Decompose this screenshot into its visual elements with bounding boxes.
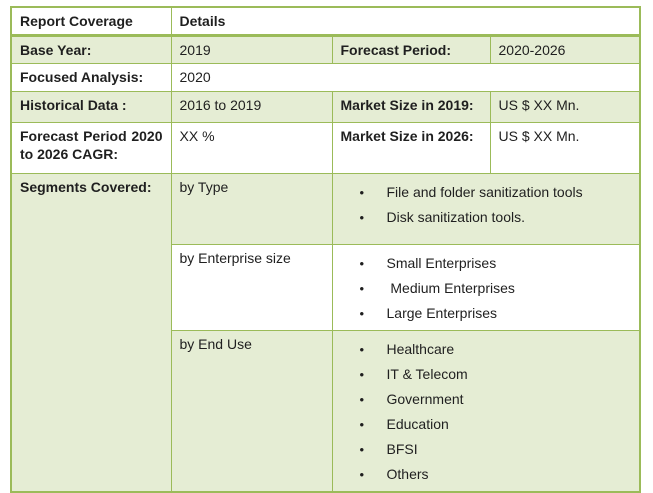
list-item-label: Education [386,415,449,432]
bullet-list: • Healthcare • IT & Telecom • Government… [341,337,632,487]
forecast-cagr-value: XX % [170,121,333,174]
list-item: • Others [360,462,632,487]
market-size-2019-label: Market Size in 2019: [331,90,491,123]
list-item: • Healthcare [360,337,632,362]
list-item-label: Healthcare [386,340,455,357]
list-item-label: Small Enterprises [386,254,497,271]
list-item: • Large Enterprises [360,301,632,326]
bullet-icon: • [359,441,365,457]
forecast-period-label: Forecast Period: [331,35,491,65]
report-coverage-table: Report Coverage Details Base Year: 2019 … [10,6,641,493]
list-item-label: Medium Enterprises [386,279,515,296]
list-item: • BFSI [360,437,632,462]
list-item-label: Others [386,465,429,482]
list-item-label: IT & Telecom [386,365,468,382]
bullet-icon: • [359,255,365,271]
header-report-coverage: Report Coverage [10,6,172,38]
forecast-cagr-label: Forecast Period 2020 to 2026 CAGR: [10,121,172,174]
segment-group-by-enterprise-size: by Enterprise size [170,243,333,331]
bullet-icon: • [359,209,365,225]
market-size-2026-value: US $ XX Mn. [489,121,641,174]
list-item: • Education [360,412,632,437]
bullet-icon: • [359,305,365,321]
bullet-icon: • [359,391,365,407]
segment-items-by-end-use: • Healthcare • IT & Telecom • Government… [331,329,641,493]
list-item: • Disk sanitization tools. [360,205,632,230]
list-item: • File and folder sanitization tools [360,180,632,205]
list-item-label: File and folder sanitization tools [386,183,583,200]
list-item-label: Government [386,390,464,407]
base-year-value: 2019 [170,35,333,65]
bullet-icon: • [359,366,365,382]
market-size-2019-value: US $ XX Mn. [489,90,641,123]
list-item-label: BFSI [386,440,418,457]
bullet-icon: • [359,416,365,432]
header-details: Details [170,6,641,38]
list-item: • Medium Enterprises [360,276,632,301]
list-item: • Small Enterprises [360,251,632,276]
segment-group-by-end-use: by End Use [170,329,333,493]
bullet-icon: • [359,280,365,296]
bullet-icon: • [359,184,365,200]
historical-data-value: 2016 to 2019 [170,90,333,123]
segments-covered-label: Segments Covered: [10,172,172,493]
bullet-icon: • [359,466,365,482]
historical-data-label: Historical Data : [10,90,172,123]
list-item: • IT & Telecom [360,362,632,387]
bullet-list: • Small Enterprises • Medium Enterprises… [341,251,632,326]
list-item: • Government [360,387,632,412]
focused-analysis-label: Focused Analysis: [10,63,172,92]
segment-items-by-enterprise-size: • Small Enterprises • Medium Enterprises… [331,243,641,331]
bullet-list: • File and folder sanitization tools • D… [341,180,632,230]
bullet-icon: • [359,341,365,357]
list-item-label: Disk sanitization tools. [386,208,526,225]
list-item-label: Large Enterprises [386,304,498,321]
base-year-label: Base Year: [10,35,172,65]
forecast-period-value: 2020-2026 [489,35,641,65]
market-size-2026-label: Market Size in 2026: [331,121,491,174]
segment-items-by-type: • File and folder sanitization tools • D… [331,172,641,245]
segment-group-by-type: by Type [170,172,333,245]
focused-analysis-value: 2020 [170,63,641,92]
